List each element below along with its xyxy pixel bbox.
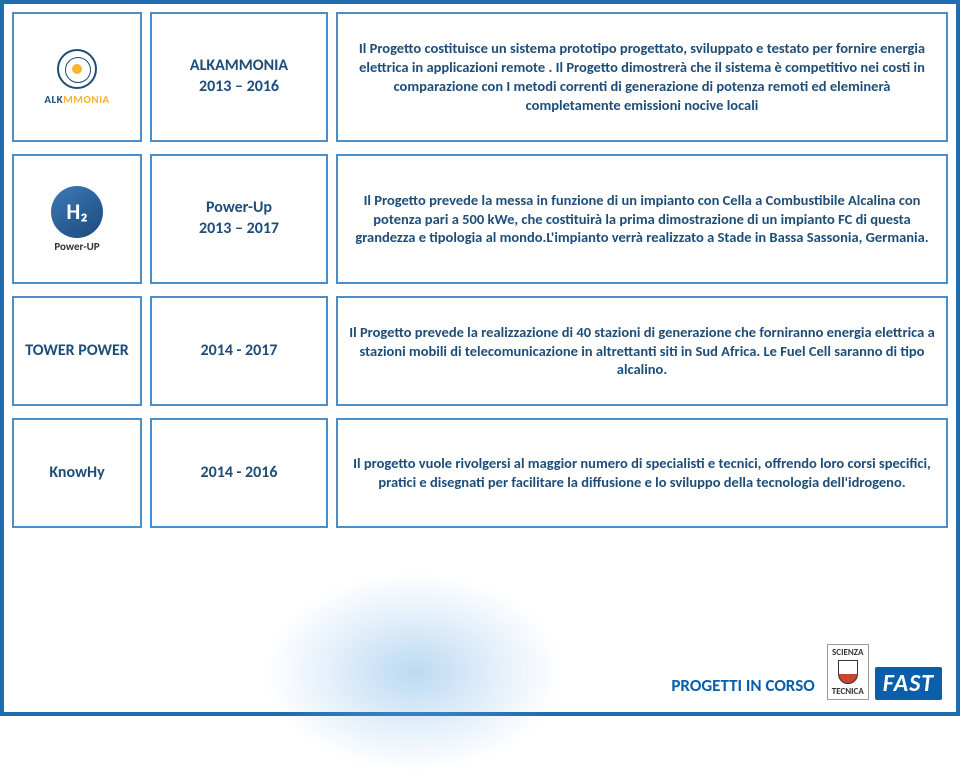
- project-row: ALKMMONIA ALKAMMONIA 2013 – 2016 Il Prog…: [12, 12, 948, 142]
- alkammonia-logo: ALKMMONIA: [44, 49, 109, 106]
- logo-cell-powerup: H₂ Power-UP: [12, 154, 142, 284]
- project-name: ALKAMMONIA 2013 – 2016: [190, 56, 288, 98]
- powerup-logo: H₂ Power-UP: [51, 186, 103, 253]
- project-description: Il Progetto prevede la realizzazione di …: [346, 323, 938, 380]
- scienza-tecnica-logo: SCIENZA TECNICA: [827, 644, 869, 700]
- years-cell: 2014 - 2016: [150, 418, 328, 528]
- description-cell: Il Progetto costituisce un sistema proto…: [336, 12, 948, 142]
- description-cell: Il Progetto prevede la messa in funzione…: [336, 154, 948, 284]
- fast-logo-text: FAST: [875, 667, 942, 700]
- project-description: Il progetto vuole rivolgersi al maggior …: [346, 454, 938, 492]
- sci-bottom-text: TECNICA: [832, 686, 864, 697]
- years-cell: 2014 - 2017: [150, 296, 328, 406]
- water-splash-bg: [264, 572, 564, 772]
- footer-title: PROGETTI IN CORSO: [671, 675, 814, 696]
- project-name-short: TOWER POWER: [25, 341, 129, 362]
- alkammonia-icon: [57, 49, 97, 89]
- project-row: H₂ Power-UP Power-Up 2013 – 2017 Il Prog…: [12, 154, 948, 284]
- h2-icon: H₂: [51, 186, 103, 238]
- project-years: 2014 - 2016: [200, 463, 277, 484]
- name-first-cell: TOWER POWER: [12, 296, 142, 406]
- project-years: 2014 - 2017: [200, 341, 277, 362]
- fast-logo: FAST: [875, 667, 942, 700]
- alkammonia-logo-text: ALKMMONIA: [44, 93, 109, 106]
- description-cell: Il Progetto prevede la realizzazione di …: [336, 296, 948, 406]
- project-description: Il Progetto prevede la messa in funzione…: [346, 191, 938, 248]
- name-cell: ALKAMMONIA 2013 – 2016: [150, 12, 328, 142]
- flask-icon: [838, 660, 858, 684]
- project-row: TOWER POWER 2014 - 2017 Il Progetto prev…: [12, 296, 948, 406]
- logo-cell-alkammonia: ALKMMONIA: [12, 12, 142, 142]
- project-row: KnowHy 2014 - 2016 Il progetto vuole riv…: [12, 418, 948, 528]
- project-description: Il Progetto costituisce un sistema proto…: [346, 39, 938, 114]
- powerup-logo-text: Power-UP: [54, 240, 99, 253]
- description-cell: Il progetto vuole rivolgersi al maggior …: [336, 418, 948, 528]
- project-name: Power-Up 2013 – 2017: [199, 198, 279, 240]
- project-name-short: KnowHy: [49, 463, 104, 484]
- footer: PROGETTI IN CORSO SCIENZA TECNICA FAST: [671, 644, 942, 700]
- name-cell: Power-Up 2013 – 2017: [150, 154, 328, 284]
- sci-top-text: SCIENZA: [832, 647, 863, 658]
- slide-frame: ALKMMONIA ALKAMMONIA 2013 – 2016 Il Prog…: [0, 0, 960, 716]
- name-first-cell: KnowHy: [12, 418, 142, 528]
